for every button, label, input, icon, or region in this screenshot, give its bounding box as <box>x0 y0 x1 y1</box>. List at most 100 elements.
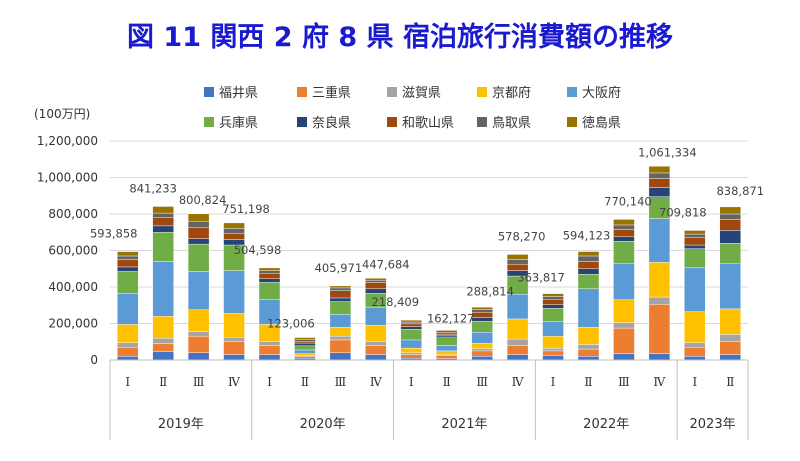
bar-segment <box>719 308 741 335</box>
bar-segment <box>400 339 422 349</box>
legend-label: 和歌山県 <box>402 116 454 131</box>
bar-segment <box>719 213 741 220</box>
bar-segment <box>258 345 281 355</box>
bar-segment <box>684 233 706 238</box>
x-tick-label: Ⅱ <box>159 375 167 389</box>
bar-segment <box>613 224 635 230</box>
bar-segment <box>258 282 281 300</box>
bar-segment <box>152 261 174 317</box>
bar-segment <box>684 311 706 343</box>
bar-segment <box>506 338 529 346</box>
bar-segment <box>542 347 564 352</box>
bar-segment <box>117 259 139 268</box>
bar-segment <box>577 344 600 350</box>
bar-segment <box>684 230 706 235</box>
bar-segment <box>329 287 352 291</box>
bar-segment <box>187 227 210 239</box>
x-tick-label: Ⅲ <box>193 375 205 389</box>
bar-segment <box>542 321 564 337</box>
x-tick-label: Ⅱ <box>584 375 592 389</box>
bar-segment <box>436 345 458 352</box>
bars <box>117 166 741 361</box>
bar-segment <box>613 299 635 323</box>
bar-segment <box>187 352 210 361</box>
x-tick-label: Ⅰ <box>125 375 130 389</box>
bar-segment <box>223 270 245 314</box>
bar-segment <box>223 341 245 355</box>
bar-segment <box>294 339 316 342</box>
x-tick-label: Ⅰ <box>692 375 697 389</box>
x-tick-label: Ⅲ <box>335 375 347 389</box>
total-label: 405,971 <box>315 261 363 275</box>
bar-segment <box>719 334 741 342</box>
bar-segment <box>542 355 564 361</box>
bar-segment <box>294 341 316 344</box>
total-label: 288,814 <box>466 284 514 298</box>
bar-segment <box>117 347 139 357</box>
bar-segment <box>577 348 600 357</box>
bar-segment <box>187 336 210 353</box>
bar-segment <box>117 251 139 257</box>
bar-segment <box>684 356 706 361</box>
bar-segment <box>648 172 671 179</box>
legend-swatch <box>387 87 397 97</box>
bar-segment <box>471 307 493 310</box>
bar-segment <box>223 313 245 338</box>
bar-segment <box>542 336 564 349</box>
bar-segment <box>152 217 174 227</box>
total-label: 447,684 <box>362 257 410 271</box>
bar-segment <box>329 290 352 299</box>
bar-segment <box>152 225 174 233</box>
bar-segment <box>223 354 245 361</box>
bar-segment <box>684 267 706 312</box>
bar-segment <box>684 342 706 348</box>
year-group-label: 2023年 <box>690 417 736 432</box>
bar-segment <box>329 336 352 341</box>
bar-segment <box>613 219 635 226</box>
year-group-label: 2022年 <box>583 417 629 432</box>
bar-segment <box>258 354 281 361</box>
bar-segment <box>648 353 671 361</box>
bar-segment <box>684 244 706 249</box>
bar-segment <box>471 332 493 344</box>
y-tick-label: 200,000 <box>48 317 98 331</box>
legend-label: 福井県 <box>219 86 258 101</box>
bar-segment <box>223 228 245 234</box>
bar-segment <box>365 288 387 294</box>
bar-segment <box>577 261 600 269</box>
bar-segment <box>506 259 529 265</box>
total-label: 593,858 <box>90 227 138 241</box>
y-axis-unit-label: (100万円) <box>34 107 90 121</box>
bar-segment <box>400 329 422 341</box>
bar-segment <box>719 341 741 355</box>
bar-segment <box>223 232 245 240</box>
bar-segment <box>471 348 493 352</box>
bar-segment <box>719 219 741 231</box>
bar-segment <box>648 296 671 305</box>
bar-segment <box>152 337 174 344</box>
bar-segment <box>329 352 352 361</box>
legend-swatch <box>567 117 577 127</box>
x-axis: Ⅰ Ⅱ Ⅲ Ⅳ Ⅰ Ⅱ Ⅲ Ⅳ Ⅰ Ⅱ Ⅲ Ⅳ Ⅰ Ⅱ Ⅲ Ⅳ Ⅰ Ⅱ 2019年 2020年 2021年 2022年 20… <box>109 359 749 440</box>
bar-segment <box>577 326 600 345</box>
bar-segment <box>577 288 600 328</box>
bar-segment <box>365 345 387 355</box>
bar-segment <box>117 324 139 343</box>
bar-segment <box>117 271 139 294</box>
x-tick-label: Ⅰ <box>409 375 414 389</box>
bar-segment <box>329 297 352 302</box>
total-label: 709,818 <box>659 205 707 219</box>
legend-label: 徳島県 <box>582 116 621 131</box>
bar-segment <box>400 323 422 327</box>
bar-segment <box>117 293 139 325</box>
x-tick-label: Ⅲ <box>476 375 488 389</box>
bar-segment <box>365 280 387 283</box>
total-label: 841,233 <box>129 181 177 195</box>
legend-label: 大阪府 <box>582 86 621 101</box>
total-label: 838,871 <box>716 184 764 198</box>
bar-segment <box>506 345 529 355</box>
bar-segment <box>471 343 493 349</box>
bar-segment <box>223 222 245 229</box>
bar-segment <box>542 304 564 309</box>
